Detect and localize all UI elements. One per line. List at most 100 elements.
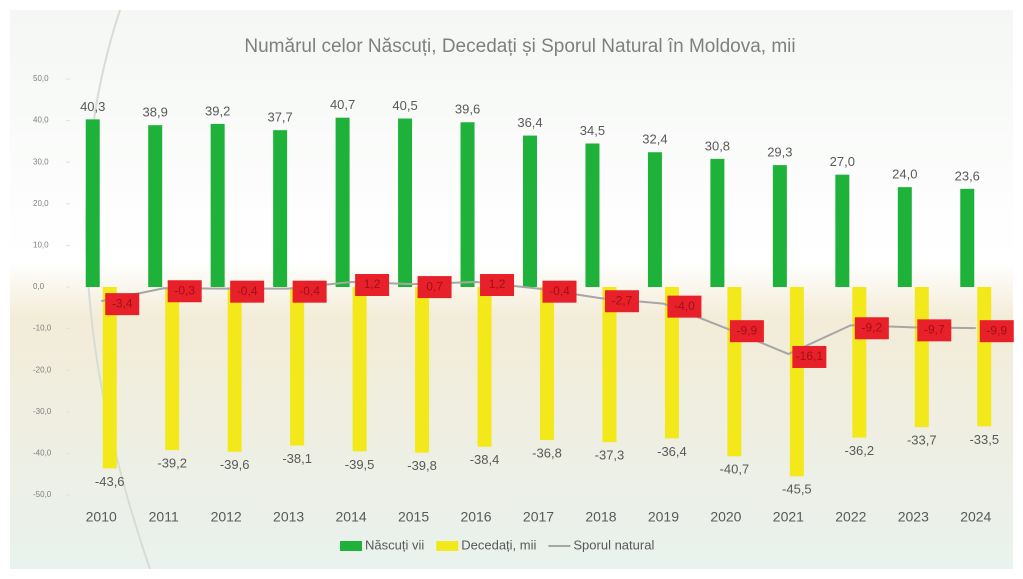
x-tick-label: 2017 [523,509,554,525]
data-label: -16,1 [796,349,824,363]
data-label: 0,7 [426,279,443,293]
data-label: -36,2 [845,443,875,458]
bar [85,119,100,288]
data-label: 40,3 [80,99,105,114]
x-tick-label: 2024 [960,509,991,525]
data-label: 34,5 [580,123,605,138]
x-tick-label: 2022 [835,509,866,525]
data-label: -9,7 [924,323,945,337]
x-tick-label: 2015 [398,509,429,525]
data-label-box [417,276,452,299]
bar [415,287,430,453]
data-label: 30,8 [705,138,730,153]
data-label: -38,1 [282,451,312,466]
y-tick-label: -20,0 [33,365,52,374]
y-tick-label: 50,0 [33,74,49,83]
data-label: -45,5 [782,482,812,497]
bar [540,287,554,441]
bar [273,130,288,287]
data-label: -9,9 [737,323,758,337]
data-label-box [105,293,140,316]
data-label: 1,2 [364,277,381,291]
data-label: -39,5 [345,457,375,472]
bar [148,125,163,288]
legend-swatch [436,541,459,551]
bar [914,287,929,428]
data-label-box [542,280,577,303]
data-label: 38,9 [143,105,168,120]
data-label: -36,8 [532,446,562,461]
data-label: 36,4 [517,115,542,130]
x-tick-label: 2011 [149,509,179,525]
data-label: -43,6 [95,474,125,489]
x-tick-label: 2019 [648,509,679,525]
data-label: 23,6 [955,168,980,183]
x-tick-label: 2018 [585,509,616,525]
bar [960,188,975,287]
y-tick-label: 20,0 [33,199,49,208]
x-tick-label: 2016 [460,509,491,525]
x-tick-label: 2023 [898,509,929,525]
x-tick-label: 2010 [86,509,117,525]
bar [977,287,992,427]
bar [772,165,787,287]
bar [852,287,867,438]
data-label-box [979,320,1014,343]
legend-label: Sporul natural [573,537,654,552]
data-label: -33,5 [969,432,999,447]
x-tick-label: 2020 [710,509,741,525]
x-tick-label: 2014 [336,509,367,525]
chart-title: Numărul celor Născuți, Decedați și Sporu… [244,36,795,57]
bar [710,158,725,287]
data-label: 39,6 [455,102,480,117]
data-label-box [667,295,702,318]
data-label: -37,3 [595,448,625,463]
y-tick-label: -10,0 [33,324,52,333]
bar [210,123,225,287]
bar [477,287,492,447]
data-label-box [480,274,515,297]
bar [835,174,850,287]
legend-label: Născuți vii [365,537,424,552]
data-label-box [604,290,639,313]
data-label: -40,7 [720,462,750,477]
data-label: 1,2 [489,277,506,291]
data-label-box [792,345,827,368]
y-tick-label: -50,0 [33,490,52,499]
data-label: 29,3 [767,145,792,160]
y-tick-label: -30,0 [33,407,52,416]
x-tick-label: 2013 [273,509,304,525]
data-label-box [230,280,265,303]
data-label: -33,7 [907,433,937,448]
data-label-box [917,319,952,342]
bar [523,135,537,287]
data-label: 39,2 [205,103,230,118]
data-label: -36,4 [657,444,687,459]
data-label-box [729,320,764,343]
bar [102,287,117,469]
bar [165,287,180,451]
data-label: 32,4 [642,132,667,147]
x-tick-label: 2021 [773,509,804,525]
bar [227,287,242,452]
data-label: -9,2 [861,320,882,334]
data-label: -2,7 [612,293,633,307]
data-label: 24,0 [892,167,917,182]
y-tick-label: 30,0 [33,157,49,166]
bar [727,287,742,457]
bar [789,287,804,477]
y-tick-label: 10,0 [33,241,49,250]
bar [664,287,679,439]
y-tick-label: 40,0 [33,116,49,125]
data-label: 27,0 [830,154,855,169]
data-label: -39,8 [407,458,437,473]
data-label-box [854,317,889,340]
bar [335,117,350,287]
data-label: -4,0 [674,299,695,313]
bar [897,187,912,287]
legend-label: Decedați, mii [461,537,536,552]
data-label: 40,7 [330,97,355,112]
data-label-box [355,274,390,297]
bar [398,118,413,288]
legend-swatch [340,541,362,551]
